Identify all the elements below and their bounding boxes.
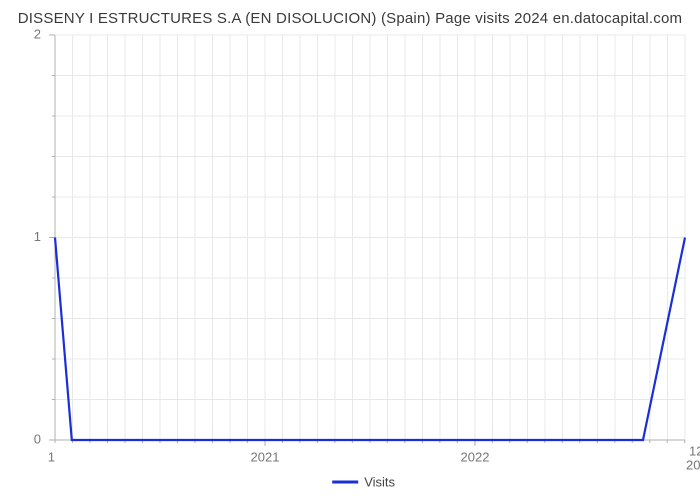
x-tick-label: 2021: [251, 449, 280, 464]
x-tick-label: 2022: [461, 449, 490, 464]
axes: 01220212022: [34, 26, 685, 464]
grid: [55, 35, 685, 440]
legend: Visits: [332, 474, 395, 489]
chart-container: DISSENY I ESTRUCTURES S.A (EN DISOLUCION…: [0, 0, 700, 500]
legend-label: Visits: [364, 474, 395, 489]
y-tick-label: 2: [34, 26, 41, 41]
line-chart: 01220212022112202Visits: [0, 0, 700, 500]
y-tick-label: 1: [34, 229, 41, 244]
corner-left-label: 1: [48, 449, 55, 464]
corner-right-bottom-label: 202: [686, 457, 700, 472]
y-tick-label: 0: [34, 431, 41, 446]
corner-right-top-label: 12: [689, 443, 700, 458]
